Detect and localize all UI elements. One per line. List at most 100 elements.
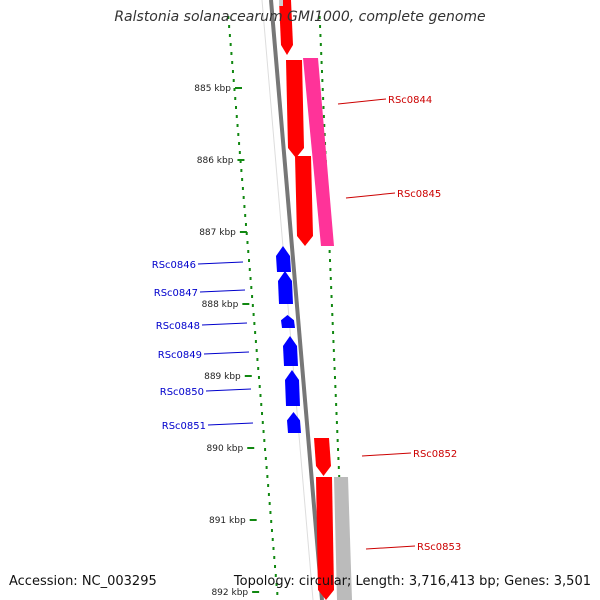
inner-tick-dot <box>231 61 234 64</box>
inner-tick-dot <box>244 223 247 226</box>
forward-gene-bar <box>295 156 313 246</box>
inner-tick-dot <box>237 133 240 136</box>
cds-feature-bar <box>303 58 334 246</box>
ruler-label: 886 kbp <box>197 156 234 166</box>
outer-tick-dot <box>335 412 338 415</box>
outer-tick-dot <box>318 16 321 19</box>
inner-tick-dot <box>261 412 264 415</box>
inner-tick-dot <box>229 43 232 46</box>
outer-tick-dot <box>322 115 325 118</box>
outer-tick-dot <box>330 295 333 298</box>
inner-tick-dot <box>254 331 257 334</box>
inner-tick-dot <box>261 421 264 424</box>
reverse-gene-leader <box>197 261 244 265</box>
inner-tick-dot <box>248 268 251 271</box>
map-title: Ralstonia solanacearum GMI1000, complete… <box>114 9 486 25</box>
inner-tick-dot <box>251 304 254 307</box>
outer-tick-dot <box>334 385 337 388</box>
genome-backbone <box>269 0 324 600</box>
reverse-gene-label: RSc0851 <box>162 421 206 432</box>
ruler-label: 888 kbp <box>202 300 239 310</box>
outer-tick-dot <box>337 448 340 451</box>
inner-tick-dot <box>228 25 231 28</box>
inner-tick-dot <box>247 250 250 253</box>
inner-tick-dot <box>240 169 243 172</box>
inner-tick-dot <box>270 529 273 532</box>
inner-tick-dot <box>274 574 277 577</box>
outer-tick-dot <box>335 421 338 424</box>
outer-tick-dot <box>323 124 326 127</box>
reverse-gene-label: RSc0850 <box>160 387 204 398</box>
outer-tick-dot <box>334 394 337 397</box>
inner-tick-dot <box>263 439 266 442</box>
inner-tick-dot <box>231 70 234 73</box>
outer-tick-dot <box>337 466 340 469</box>
inner-tick-dot <box>243 205 246 208</box>
inner-tick-dot <box>233 88 236 91</box>
ruler-label: 887 kbp <box>199 228 236 238</box>
inner-tick-dot <box>274 565 277 568</box>
reverse-gene-leader <box>205 388 252 392</box>
forward-gene-label: RSc0844 <box>388 95 432 106</box>
forward-gene-bar <box>316 477 334 600</box>
inner-tick-dot <box>268 502 271 505</box>
forward-gene-label: RSc0845 <box>397 189 441 200</box>
outer-tick-dot <box>320 70 323 73</box>
reverse-gene-label: RSc0846 <box>152 260 196 271</box>
reverse-gene-label: RSc0848 <box>156 321 200 332</box>
inner-tick-dot <box>241 187 244 190</box>
outer-tick-dot <box>336 430 339 433</box>
inner-tick-dot <box>238 142 241 145</box>
outer-tick-dot <box>319 25 322 28</box>
ruler-label: 892 kbp <box>211 588 248 598</box>
ruler-label: 890 kbp <box>207 444 244 454</box>
outer-tick-dot <box>331 322 334 325</box>
reverse-gene-leader <box>201 322 248 326</box>
inner-tick-dot <box>260 403 263 406</box>
inner-tick-dot <box>235 106 238 109</box>
inner-tick-dot <box>248 259 251 262</box>
forward-gene-label: RSc0852 <box>413 449 457 460</box>
outer-tick-dot <box>320 61 323 64</box>
inner-tick-dot <box>262 430 265 433</box>
outer-tick-dot <box>320 52 323 55</box>
inner-tick-dot <box>241 178 244 181</box>
outer-tick-dot <box>330 304 333 307</box>
reverse-gene-leader <box>199 289 246 293</box>
reverse-gene-bar <box>278 271 293 304</box>
outer-tick-dot <box>336 439 339 442</box>
forward-gene-leader <box>337 98 387 105</box>
outer-tick-dot <box>333 376 336 379</box>
inner-tick-dot <box>264 448 267 451</box>
inner-tick-dot <box>251 295 254 298</box>
outer-tick-dot <box>329 259 332 262</box>
outer-tick-dot <box>328 250 331 253</box>
ruler-label: 885 kbp <box>194 84 231 94</box>
inner-tick-dot <box>272 547 275 550</box>
inner-tick-dot <box>275 583 278 586</box>
outer-tick-dot <box>321 79 324 82</box>
inner-tick-dot <box>255 349 258 352</box>
outer-tick-dot <box>333 358 336 361</box>
outer-tick-dot <box>319 34 322 37</box>
forward-gene-leader <box>361 452 412 457</box>
outer-tick-dot <box>338 475 341 478</box>
inner-tick-dot <box>244 214 247 217</box>
inner-tick-dot <box>246 241 249 244</box>
inner-tick-dot <box>267 484 270 487</box>
outer-tick-dot <box>322 106 325 109</box>
inner-tick-dot <box>264 457 267 460</box>
inner-tick-dot <box>270 520 273 523</box>
inner-tick-dot <box>236 124 239 127</box>
outer-tick-dot <box>331 313 334 316</box>
reverse-gene-label: RSc0847 <box>154 288 198 299</box>
inner-tick-dot <box>273 556 276 559</box>
pseudo-feature-bar <box>279 0 283 6</box>
inner-tick-dot <box>249 277 252 280</box>
inner-tick-dot <box>259 394 262 397</box>
outer-tick-dot <box>329 277 332 280</box>
reverse-gene-label: RSc0849 <box>158 350 202 361</box>
outer-tick-dot <box>319 43 322 46</box>
inner-tick-dot <box>254 340 257 343</box>
outer-tick-dot <box>337 457 340 460</box>
